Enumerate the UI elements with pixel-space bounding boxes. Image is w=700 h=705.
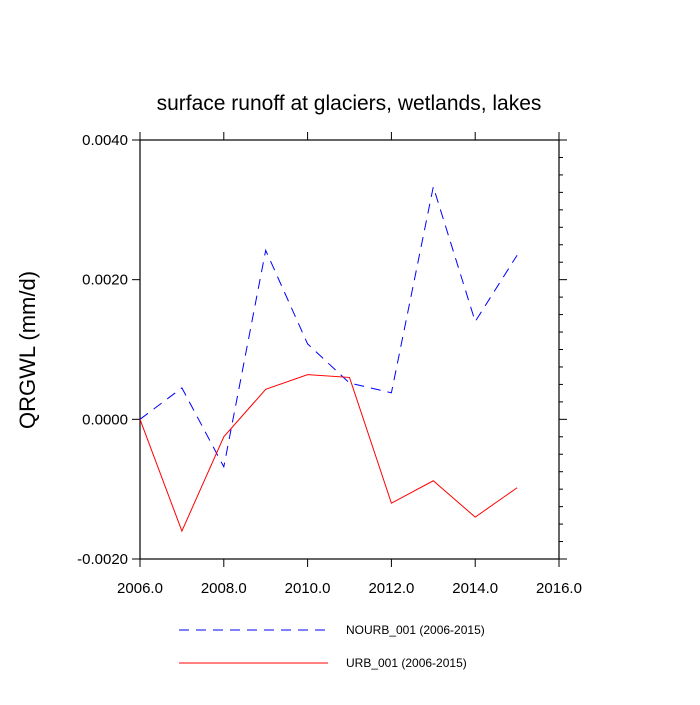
x-tick-label: 2010.0 xyxy=(285,580,331,597)
plot-frame xyxy=(139,139,560,560)
series-line xyxy=(139,374,518,533)
x-tick-label: 2014.0 xyxy=(452,580,498,597)
legend-label: URB_001 (2006-2015) xyxy=(346,656,467,670)
y-axis-label: QRGWL (mm/d) xyxy=(15,271,40,429)
x-tick-label: 2006.0 xyxy=(117,580,163,597)
y-tick-label: 0.0040 xyxy=(82,132,128,149)
legend: NOURB_001 (2006-2015) URB_001 (2006-2015) xyxy=(179,623,485,670)
y-tick-label: -0.0020 xyxy=(77,551,128,568)
x-tick-label: 2012.0 xyxy=(368,580,414,597)
y-tick-label: 0.0000 xyxy=(82,411,128,428)
x-tick-label: 2008.0 xyxy=(201,580,247,597)
legend-label: NOURB_001 (2006-2015) xyxy=(346,623,485,637)
axis-ticks: 2006.0 2008.0 2010.0 2012.0 2014.0 2016.0 -0.0… xyxy=(77,132,582,597)
y-tick-label: 0.0020 xyxy=(82,272,128,289)
series-lines xyxy=(139,186,518,533)
series-line xyxy=(139,186,518,469)
x-tick-label: 2016.0 xyxy=(536,580,582,597)
chart-title: surface runoff at glaciers, wetlands, la… xyxy=(157,92,542,115)
